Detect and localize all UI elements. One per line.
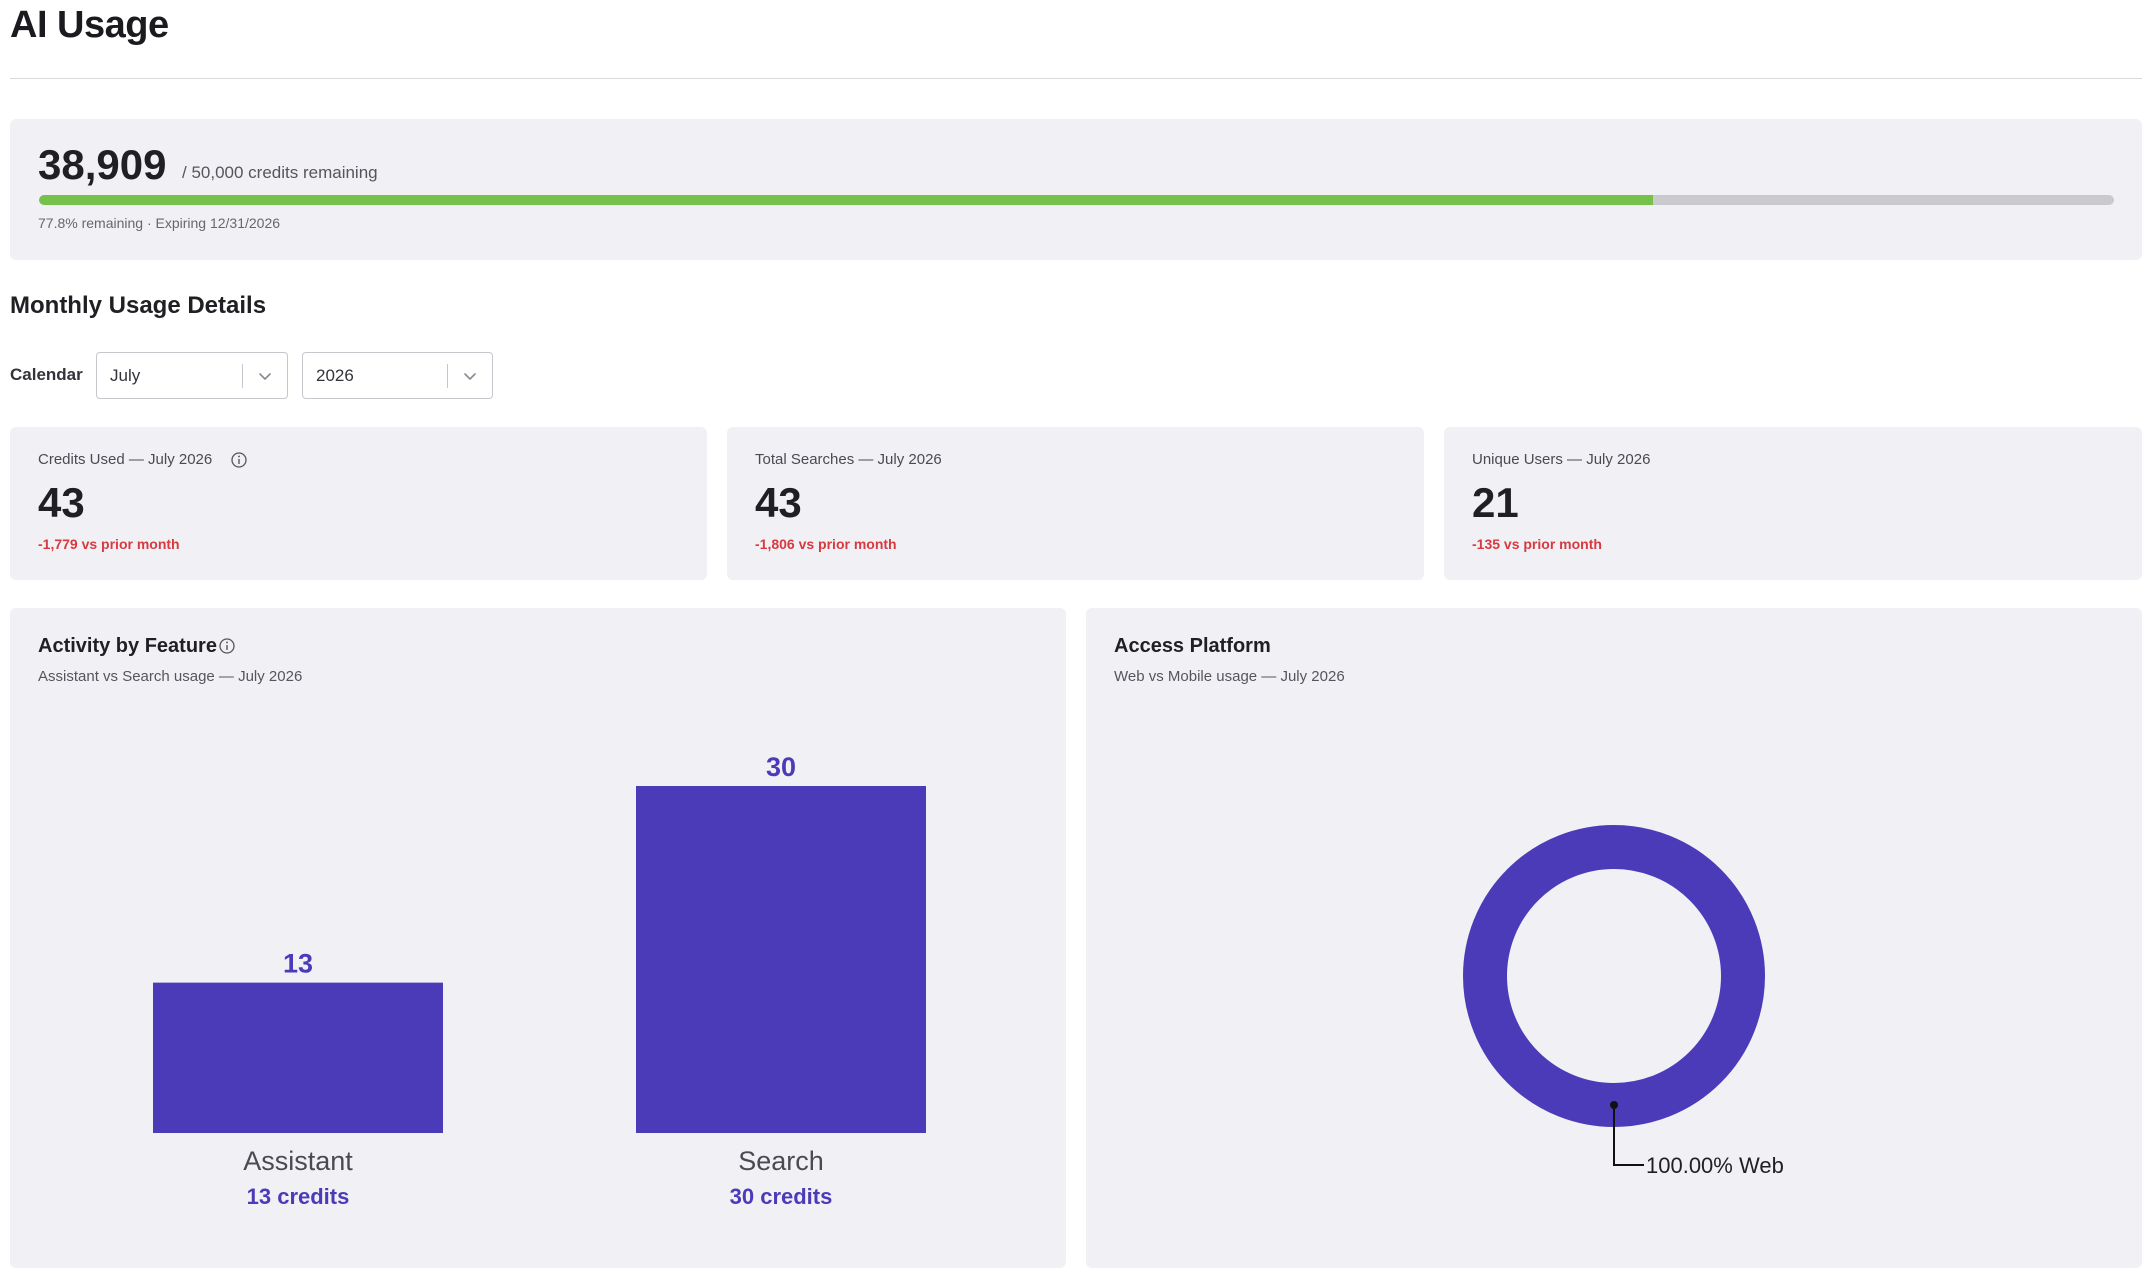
stat-card-total-searches: Total Searches — July 2026 43 -1,806 vs …	[727, 427, 1424, 580]
month-select[interactable]: July	[96, 352, 288, 399]
info-icon[interactable]	[230, 451, 248, 469]
title-divider	[10, 78, 2142, 79]
stat-card-unique-users: Unique Users — July 2026 21 -135 vs prio…	[1444, 427, 2142, 580]
chevron-down-icon[interactable]	[461, 367, 479, 385]
stat-label: Unique Users — July 2026	[1472, 451, 1651, 468]
credits-remaining-value: 38,909	[38, 141, 167, 188]
year-select[interactable]: 2026	[302, 352, 493, 399]
page-title: AI Usage	[10, 4, 169, 46]
activity-by-feature-card: 13 Assistant 13 credits 30 Search 30 credits …	[10, 608, 1066, 1268]
monthly-usage-title: Monthly Usage Details	[10, 292, 267, 319]
month-select-value: July	[110, 366, 141, 385]
bar-value-label: 30	[766, 752, 796, 782]
donut-slice-web[interactable]	[1463, 825, 1765, 1127]
chart-subtitle: Web vs Mobile usage — July 2026	[1114, 668, 1345, 685]
leader-line	[1613, 1105, 1644, 1166]
year-select-value: 2026	[316, 366, 354, 385]
stat-delta: -1,779 vs prior month	[38, 536, 180, 552]
donut-slice-label: 100.00% Web	[1646, 1153, 1784, 1178]
stat-value: 43	[755, 479, 802, 526]
bar-assistant[interactable]	[153, 982, 443, 1133]
stat-label: Credits Used — July 2026	[38, 451, 213, 468]
stat-value: 21	[1472, 479, 1519, 526]
credits-expiry-meta: 77.8% remaining · Expiring 12/31/2026	[38, 215, 281, 231]
info-icon[interactable]	[218, 637, 236, 655]
bar-value-label: 13	[283, 949, 313, 979]
chart-subtitle: Assistant vs Search usage — July 2026	[38, 668, 303, 685]
chart-title: Activity by Feature	[38, 635, 217, 657]
access-platform-card: 100.00% Web Access Platform Web vs Mobil…	[1086, 608, 2142, 1268]
credits-progress-bar	[39, 195, 2114, 205]
activity-bar-chart: 13 Assistant 13 credits 30 Search 30 credits	[153, 752, 926, 1209]
platform-donut-chart: 100.00% Web	[1463, 825, 1784, 1178]
credits-total-label: / 50,000 credits remaining	[182, 163, 378, 182]
stat-value: 43	[38, 479, 85, 526]
bar-search[interactable]	[636, 786, 926, 1133]
stat-delta: -135 vs prior month	[1472, 536, 1602, 552]
select-separator	[447, 364, 448, 388]
calendar-label: Calendar	[10, 365, 83, 384]
stat-card-credits-used: Credits Used — July 2026 43 -1,779 vs pr…	[10, 427, 707, 580]
stat-delta: -1,806 vs prior month	[755, 536, 897, 552]
credits-summary-card: 38,909 / 50,000 credits remaining 77.8% …	[10, 119, 2142, 260]
stat-label: Total Searches — July 2026	[755, 451, 942, 468]
select-separator	[242, 364, 243, 388]
chevron-down-icon[interactable]	[256, 367, 274, 385]
bar-category-label: Assistant	[243, 1146, 353, 1176]
bar-sub-label: 30 credits	[730, 1184, 833, 1209]
bar-category-label: Search	[738, 1146, 824, 1176]
credits-progress-fill	[39, 195, 1654, 205]
chart-title: Access Platform	[1114, 635, 1271, 657]
bar-sub-label: 13 credits	[247, 1184, 350, 1209]
